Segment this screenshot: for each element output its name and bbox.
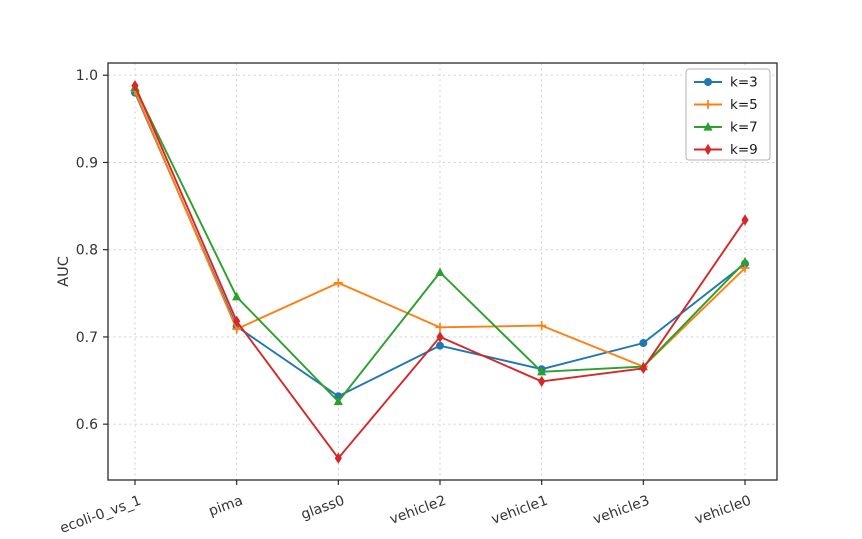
data-point-marker — [538, 375, 546, 388]
data-point-marker — [436, 331, 444, 343]
data-point-marker — [704, 78, 712, 86]
legend-label: k=9 — [730, 142, 758, 158]
legend-label: k=3 — [730, 75, 758, 91]
legend-item-k3: k=3 — [694, 75, 758, 91]
data-point-marker — [537, 366, 547, 376]
data-point-marker — [333, 396, 343, 406]
legend-box — [685, 68, 771, 161]
data-point-marker — [436, 341, 444, 350]
plot-area-border — [107, 62, 778, 481]
data-point-marker — [537, 321, 547, 331]
data-point-marker — [232, 291, 242, 301]
y-tick-label: 0.9 — [76, 155, 98, 171]
data-point-marker — [334, 452, 342, 464]
data-point-marker — [639, 362, 647, 374]
y-tick-label: 0.6 — [76, 417, 98, 433]
data-point-marker — [333, 278, 343, 288]
data-point-marker — [435, 267, 445, 276]
y-tick-label: 0.8 — [76, 243, 98, 259]
legend-label: k=7 — [730, 120, 758, 136]
data-point-marker — [741, 214, 749, 226]
y-axis-label: AUC — [56, 256, 72, 287]
series-k9 — [131, 80, 749, 464]
data-point-marker — [639, 339, 648, 348]
data-point-marker — [704, 143, 712, 156]
data-point-marker — [703, 100, 713, 109]
y-tick-label: 1.0 — [76, 68, 98, 84]
data-point-marker — [131, 80, 139, 92]
data-point-marker — [233, 315, 241, 327]
y-tick-label: 0.7 — [76, 330, 98, 346]
data-point-marker — [740, 256, 750, 266]
data-point-marker — [703, 122, 713, 131]
legend-item-k5: k=5 — [694, 97, 758, 113]
legend-item-k7: k=7 — [694, 120, 758, 136]
legend-item-k9: k=9 — [694, 142, 758, 158]
data-point-marker — [435, 322, 445, 332]
legend-label: k=5 — [730, 97, 758, 113]
